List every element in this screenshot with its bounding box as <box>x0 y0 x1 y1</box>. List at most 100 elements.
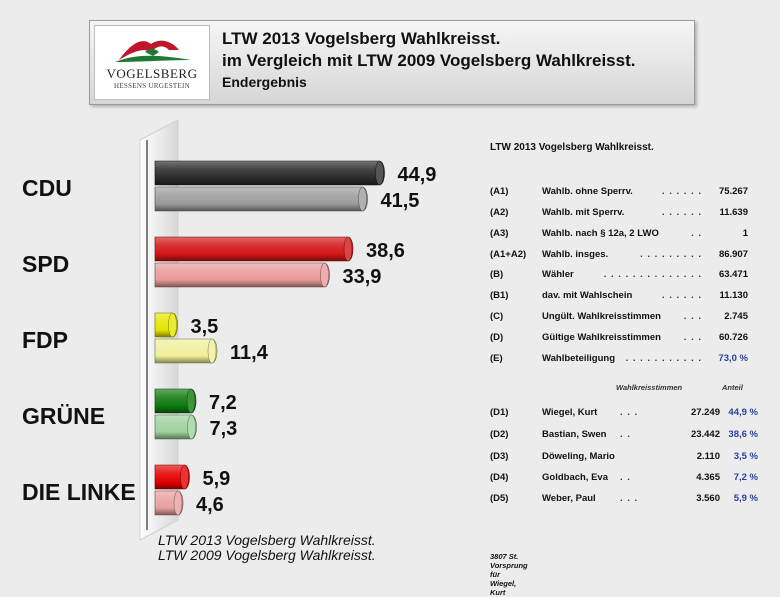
stats-leader: . . <box>691 228 702 239</box>
turnout-value: 73,0 % <box>718 353 748 364</box>
stats-code: (B) <box>490 269 504 280</box>
stats-label: Wahlb. ohne Sperrv. <box>542 186 633 197</box>
candidate-code: (D1) <box>490 407 509 418</box>
candidate-share: 5,9 % <box>733 493 758 504</box>
value-label-die-linke-2013: 5,9 <box>203 468 231 490</box>
candidate-row: (D3) Döweling, Mario 2.110 3,5 % <box>490 451 760 465</box>
candidate-code: (D5) <box>490 493 509 504</box>
stats-label: Wahlbeteiligung <box>542 353 616 364</box>
candidate-votes: 2.110 <box>696 451 720 462</box>
stats-leader: . . . <box>683 311 702 322</box>
result-status: Endergebnis <box>222 74 307 90</box>
stats-title: LTW 2013 Vogelsberg Wahlkreisst. <box>490 142 654 153</box>
party-bar-chart: CDU 44,9 41,5 SPD 38,6 33,9 FDP 3,5 11,4 GRÜNE 7,2… <box>22 119 437 563</box>
bar-cap-die-linke-2013 <box>180 464 189 490</box>
bar-cap-cdu-2009 <box>358 186 367 212</box>
stats-row: (A3) Wahlb. nach § 12a, 2 LWO . . 1 <box>490 228 760 242</box>
stats-row: (B1) dav. mit Wahlschein . . . . . . 11.… <box>490 290 760 304</box>
stats-label: Wahlb. nach § 12a, 2 LWO <box>542 228 659 239</box>
stats-value: 60.726 <box>718 332 748 343</box>
category-label-die-linke: DIE LINKE <box>22 479 136 505</box>
stats-value: 2.745 <box>724 311 748 322</box>
vogelsberg-logo: VOGELSBERG HESSENS URGESTEIN <box>94 25 210 100</box>
stats-row: (E) Wahlbeteiligung . . . . . . . . . . … <box>490 353 760 367</box>
candidate-votes: 4.365 <box>696 472 720 483</box>
candidate-name: Weber, Paul <box>542 493 596 504</box>
stats-leader: . . . . . . . . . . . . . . <box>603 269 702 280</box>
candidate-share: 7,2 % <box>733 472 758 483</box>
category-label-gruene: GRÜNE <box>22 403 105 429</box>
stats-leader: . . . . . . <box>661 290 702 301</box>
value-label-fdp-2009: 11,4 <box>230 342 269 364</box>
candidate-row: (D5) Weber, Paul . . . 3.560 5,9 % <box>490 493 760 507</box>
stats-value: 1 <box>742 228 748 239</box>
logo-name: VOGELSBERG <box>106 66 198 81</box>
stats-value: 86.907 <box>718 249 748 260</box>
stats-label: Gültige Wahlkreisstimmen <box>542 332 661 343</box>
stats-leader: . . . . . . . . . . . <box>625 353 702 364</box>
candidate-leader: . . . <box>620 493 639 504</box>
stats-value: 11.639 <box>719 207 748 218</box>
stats-code: (A2) <box>490 207 509 218</box>
value-label-spd-2013: 38,6 <box>366 240 405 262</box>
stats-value: 11.130 <box>719 290 748 301</box>
candidate-name: Wiegel, Kurt <box>542 407 598 418</box>
candidate-row: (D1) Wiegel, Kurt . . . 27.249 44,9 % <box>490 407 760 421</box>
value-label-spd-2009: 33,9 <box>343 266 382 288</box>
stats-value: 63.471 <box>718 269 748 280</box>
value-label-gruene-2013: 7,2 <box>209 392 237 414</box>
stats-code: (A1) <box>490 186 509 197</box>
bar-cap-cdu-2013 <box>375 160 384 186</box>
value-label-die-linke-2009: 4,6 <box>196 494 224 516</box>
bar-cdu-2009 <box>154 186 368 212</box>
candidate-name: Goldbach, Eva <box>542 472 608 483</box>
candidate-code: (D4) <box>490 472 509 483</box>
candidate-share: 44,9 % <box>728 407 758 418</box>
bar-spd-2009 <box>154 262 330 288</box>
bar-cdu-2013 <box>154 160 385 186</box>
bar-cap-fdp-2009 <box>207 338 217 364</box>
stats-row: (B) Wähler . . . . . . . . . . . . . . 6… <box>490 269 760 283</box>
bar-cap-gruene-2009 <box>187 414 196 440</box>
stats-code: (D) <box>490 332 504 343</box>
candidate-share: 3,5 % <box>733 451 758 462</box>
bar-cap-fdp-2013 <box>168 312 177 338</box>
page-subtitle: im Vergleich mit LTW 2009 Vogelsberg Wah… <box>222 51 636 70</box>
candidate-leader: . . . <box>620 407 639 418</box>
stats-value: 75.267 <box>718 186 748 197</box>
legend-entry-2009: LTW 2009 Vogelsberg Wahlkreisst. <box>158 547 376 563</box>
bird-logo-icon <box>115 40 191 62</box>
stats-row: (D) Gültige Wahlkreisstimmen . . . 60.72… <box>490 332 760 346</box>
candidate-leader: . . <box>620 429 631 440</box>
candidate-votes: 23.442 <box>690 429 720 440</box>
stats-code: (A3) <box>490 228 509 239</box>
stats-row: (A1) Wahlb. ohne Sperrv. . . . . . . 75.… <box>490 186 760 200</box>
value-label-cdu-2013: 44,9 <box>398 164 437 186</box>
candidate-code: (D3) <box>490 451 509 462</box>
value-label-cdu-2009: 41,5 <box>381 190 420 212</box>
stats-label: Wahlb. mit Sperrv. <box>542 207 625 218</box>
bar-cap-die-linke-2009 <box>173 490 183 516</box>
candidate-votes: 3.560 <box>696 493 720 504</box>
candidate-code: (D2) <box>490 429 509 440</box>
stats-leader: . . . . . . . . . <box>640 249 702 260</box>
bar-fdp-2009 <box>154 338 218 364</box>
stats-label: Wahlb. insges. <box>542 249 609 260</box>
bar-cap-spd-2013 <box>343 236 353 262</box>
candidate-name: Bastian, Swen <box>542 429 607 440</box>
stats-code: (B1) <box>490 290 509 301</box>
category-label-cdu: CDU <box>22 175 72 201</box>
candidate-row: (D2) Bastian, Swen . . 23.442 38,6 % <box>490 429 760 443</box>
bar-cap-gruene-2013 <box>186 388 196 414</box>
candidate-row: (D4) Goldbach, Eva . . 4.365 7,2 % <box>490 472 760 486</box>
candidate-leader: . . <box>620 472 631 483</box>
bar-spd-2013 <box>154 236 354 262</box>
value-label-gruene-2009: 7,3 <box>210 418 238 440</box>
candidate-name: Döweling, Mario <box>542 451 615 462</box>
candidate-share: 38,6 % <box>728 429 758 440</box>
votes-column-header: Wahlkreisstimmen <box>616 383 683 392</box>
stats-code: (C) <box>490 311 504 322</box>
category-label-spd: SPD <box>22 251 69 277</box>
stats-code: (E) <box>490 353 503 364</box>
page-title: LTW 2013 Vogelsberg Wahlkreisst. <box>222 29 501 48</box>
